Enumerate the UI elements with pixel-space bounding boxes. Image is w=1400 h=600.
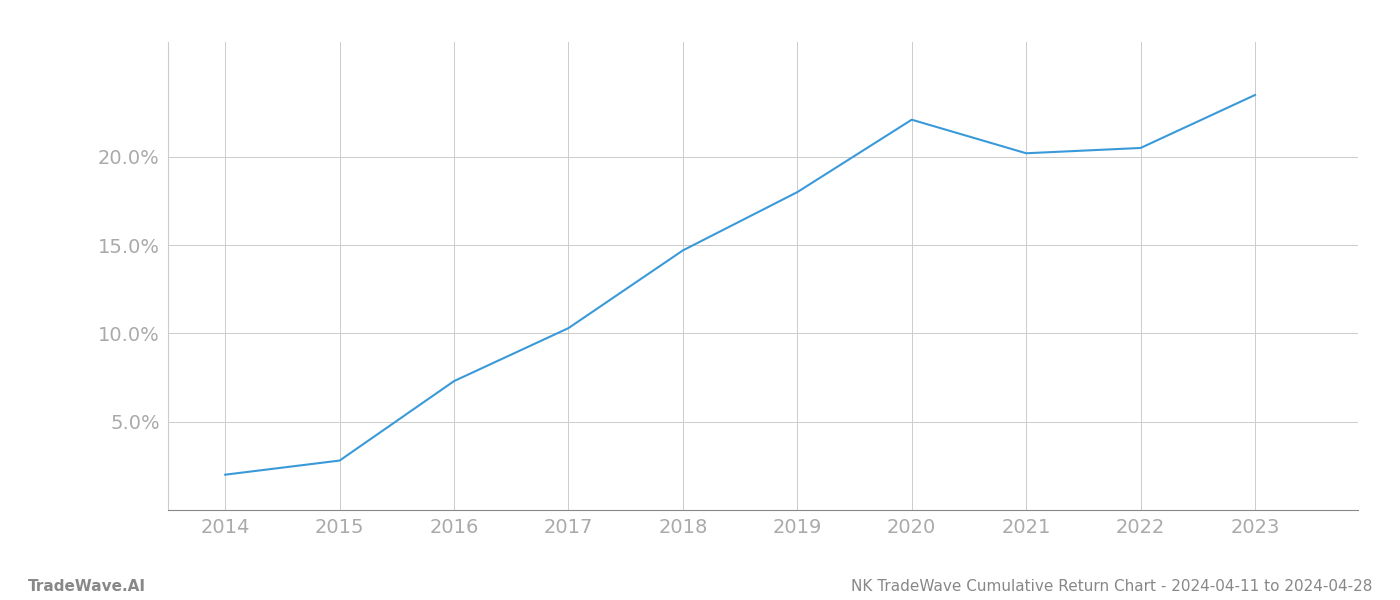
- Text: NK TradeWave Cumulative Return Chart - 2024-04-11 to 2024-04-28: NK TradeWave Cumulative Return Chart - 2…: [851, 579, 1372, 594]
- Text: TradeWave.AI: TradeWave.AI: [28, 579, 146, 594]
